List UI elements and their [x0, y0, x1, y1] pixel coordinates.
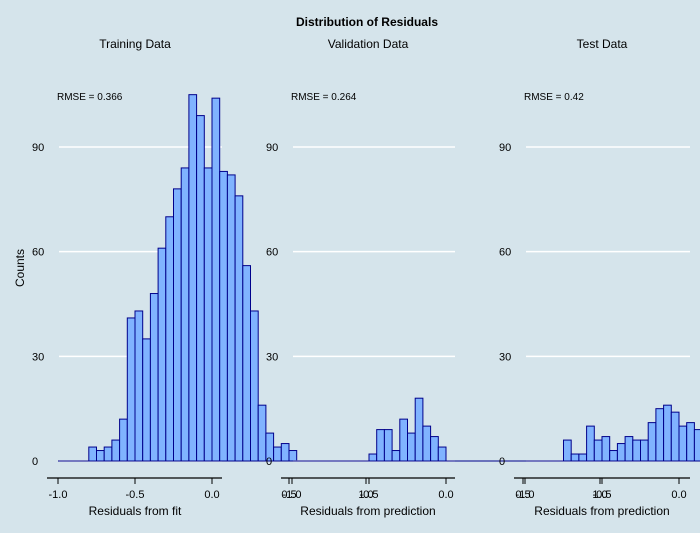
bar	[234, 195, 244, 462]
x-tick-label: -1.0	[49, 489, 68, 501]
bar	[219, 170, 228, 462]
y-tick-label: 60	[499, 247, 511, 259]
bar	[111, 439, 121, 462]
bar	[399, 418, 408, 462]
rmse-annotation: RMSE = 0.42	[524, 92, 584, 103]
bar	[670, 411, 680, 462]
bar	[211, 97, 221, 462]
bar	[196, 115, 205, 462]
bar	[88, 446, 98, 462]
x-tick-label: 0.0	[204, 489, 219, 501]
bar	[226, 174, 236, 462]
bar	[142, 338, 151, 462]
rmse-annotation: RMSE = 0.264	[291, 92, 357, 103]
rmse-annotation: RMSE = 0.366	[57, 92, 123, 103]
bar	[647, 422, 657, 462]
bar	[586, 425, 595, 462]
x-axis-label: Residuals from prediction	[534, 504, 669, 518]
x-tick-label: 0.0	[671, 489, 686, 501]
bar	[368, 453, 378, 462]
panel-2: Validation Data 0 30 60 90 -1.0 -0.5 0.0 0.5 1.0 R…	[266, 37, 608, 518]
panels: Training Data 0 30 60 90 -1.0 -0.5 0.0 0.5 1.0 Res…	[32, 37, 700, 518]
x-axis-label: Residuals from prediction	[300, 504, 435, 518]
panel-3: Test Data 0 30 60 90 -1.0 -0.5 0.0 0.5 1.0 Residua…	[499, 37, 700, 518]
bar	[273, 446, 282, 462]
x-tick-label: 1.0	[592, 489, 607, 501]
x-tick-label: 0.5	[515, 489, 530, 501]
bar	[242, 265, 252, 462]
bar	[678, 425, 688, 462]
bar	[601, 436, 611, 462]
y-tick-label: 30	[266, 351, 278, 363]
panel-title: Training Data	[99, 37, 171, 51]
bar	[126, 317, 136, 462]
bar	[632, 439, 641, 462]
bar	[391, 450, 401, 462]
bar	[655, 408, 665, 462]
y-tick-label: 30	[499, 351, 511, 363]
y-tick-label: 90	[499, 142, 511, 154]
y-tick-label: 30	[32, 351, 44, 363]
y-tick-label: 0	[266, 456, 272, 468]
x-tick-label: 0.5	[281, 489, 296, 501]
x-tick-label: -0.5	[126, 489, 145, 501]
bar	[257, 404, 267, 462]
y-tick-label: 0	[499, 456, 505, 468]
y-tick-label: 60	[266, 247, 278, 259]
bar	[609, 450, 618, 462]
bar	[103, 446, 113, 462]
x-tick-label: -0.5	[593, 489, 612, 501]
bar	[288, 450, 298, 462]
y-tick-label: 90	[266, 142, 278, 154]
bar	[593, 439, 603, 462]
x-tick-label: 0.0	[438, 489, 453, 501]
bar	[134, 310, 144, 462]
panel-title: Test Data	[577, 37, 628, 51]
bar	[180, 167, 190, 462]
x-tick-label: -0.5	[360, 489, 379, 501]
bar	[383, 429, 393, 462]
bar	[376, 429, 385, 462]
y-tick-label: 60	[32, 247, 44, 259]
bar	[422, 425, 432, 462]
y-tick-label: 0	[32, 456, 38, 468]
bar	[624, 436, 634, 462]
panel-1: Training Data 0 30 60 90 -1.0 -0.5 0.0 0.5 1.0 Res…	[32, 37, 374, 518]
bar	[570, 453, 580, 462]
bar	[250, 310, 259, 462]
y-axis-label: Counts	[13, 249, 27, 287]
bar	[414, 397, 424, 462]
bar	[157, 247, 167, 462]
bar	[119, 418, 128, 462]
bar	[188, 94, 198, 462]
x-tick-label: -1.0	[516, 489, 535, 501]
bar	[616, 443, 626, 462]
x-tick-label: 1.0	[358, 489, 373, 501]
figure-title: Distribution of Residuals	[296, 15, 438, 29]
bar	[407, 432, 416, 462]
bar	[563, 439, 572, 462]
panel-title: Validation Data	[328, 37, 409, 51]
bar	[96, 450, 105, 462]
bar	[165, 216, 175, 462]
bar	[437, 446, 447, 462]
bar	[640, 439, 649, 462]
y-tick-label: 90	[32, 142, 44, 154]
bar	[203, 167, 213, 462]
bar	[173, 188, 182, 462]
bar	[149, 293, 159, 462]
bar	[663, 404, 672, 462]
x-tick-label: -1.0	[283, 489, 302, 501]
bar	[280, 443, 290, 462]
bar	[578, 453, 588, 462]
bar	[686, 422, 695, 462]
bar	[693, 429, 700, 462]
bar	[430, 436, 439, 462]
x-axis-label: Residuals from fit	[89, 504, 182, 518]
